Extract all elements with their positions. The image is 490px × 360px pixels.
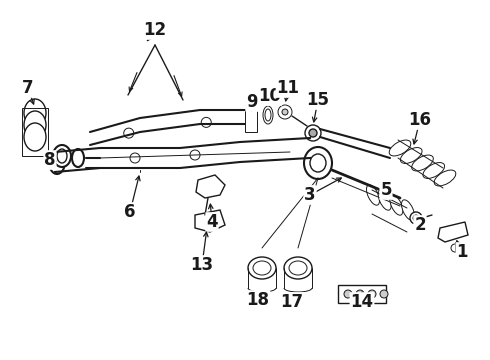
Ellipse shape (72, 149, 84, 167)
Ellipse shape (284, 257, 312, 279)
Bar (22, 108, 48, 156)
Bar (338, 285, 386, 303)
Text: 14: 14 (350, 293, 373, 311)
Text: 5: 5 (380, 181, 392, 199)
Ellipse shape (49, 150, 65, 174)
Text: 3: 3 (304, 186, 316, 204)
Circle shape (451, 244, 459, 252)
Circle shape (368, 290, 376, 298)
Text: 6: 6 (124, 203, 136, 221)
Polygon shape (196, 175, 225, 198)
Ellipse shape (304, 147, 332, 179)
Ellipse shape (367, 185, 379, 205)
Text: 13: 13 (191, 256, 214, 274)
Circle shape (410, 212, 422, 224)
Ellipse shape (265, 109, 271, 121)
Polygon shape (195, 210, 225, 232)
Ellipse shape (400, 148, 422, 163)
Ellipse shape (289, 261, 307, 275)
Text: 2: 2 (414, 216, 426, 234)
Text: 7: 7 (22, 79, 34, 97)
Ellipse shape (24, 111, 46, 139)
Text: 15: 15 (307, 91, 329, 109)
Ellipse shape (310, 154, 326, 172)
Text: 18: 18 (246, 291, 270, 309)
Text: 1: 1 (456, 243, 468, 261)
Text: 4: 4 (206, 213, 218, 231)
Text: 12: 12 (144, 21, 167, 39)
Circle shape (124, 128, 134, 138)
Circle shape (201, 117, 211, 127)
Ellipse shape (24, 99, 46, 127)
Circle shape (309, 129, 317, 137)
Circle shape (356, 290, 364, 298)
Circle shape (344, 290, 352, 298)
Ellipse shape (57, 149, 67, 163)
Polygon shape (438, 222, 468, 242)
Circle shape (282, 109, 288, 115)
Circle shape (190, 150, 200, 160)
Ellipse shape (390, 195, 403, 215)
Text: 9: 9 (246, 93, 258, 111)
Ellipse shape (263, 106, 273, 124)
Ellipse shape (423, 163, 444, 179)
Ellipse shape (389, 140, 411, 156)
Circle shape (305, 125, 321, 141)
Circle shape (278, 105, 292, 119)
Text: 10: 10 (259, 87, 281, 105)
Text: 11: 11 (276, 79, 299, 97)
Text: 8: 8 (44, 151, 56, 169)
Circle shape (130, 153, 140, 163)
Circle shape (380, 290, 388, 298)
Ellipse shape (412, 155, 433, 171)
Circle shape (413, 215, 419, 221)
Text: 17: 17 (280, 293, 304, 311)
Ellipse shape (24, 123, 46, 151)
Text: 16: 16 (409, 111, 432, 129)
Bar (245, 110, 257, 132)
Ellipse shape (434, 170, 456, 186)
Ellipse shape (253, 261, 271, 275)
Ellipse shape (248, 257, 276, 279)
Ellipse shape (53, 145, 71, 167)
Ellipse shape (401, 200, 415, 220)
Ellipse shape (378, 190, 391, 210)
